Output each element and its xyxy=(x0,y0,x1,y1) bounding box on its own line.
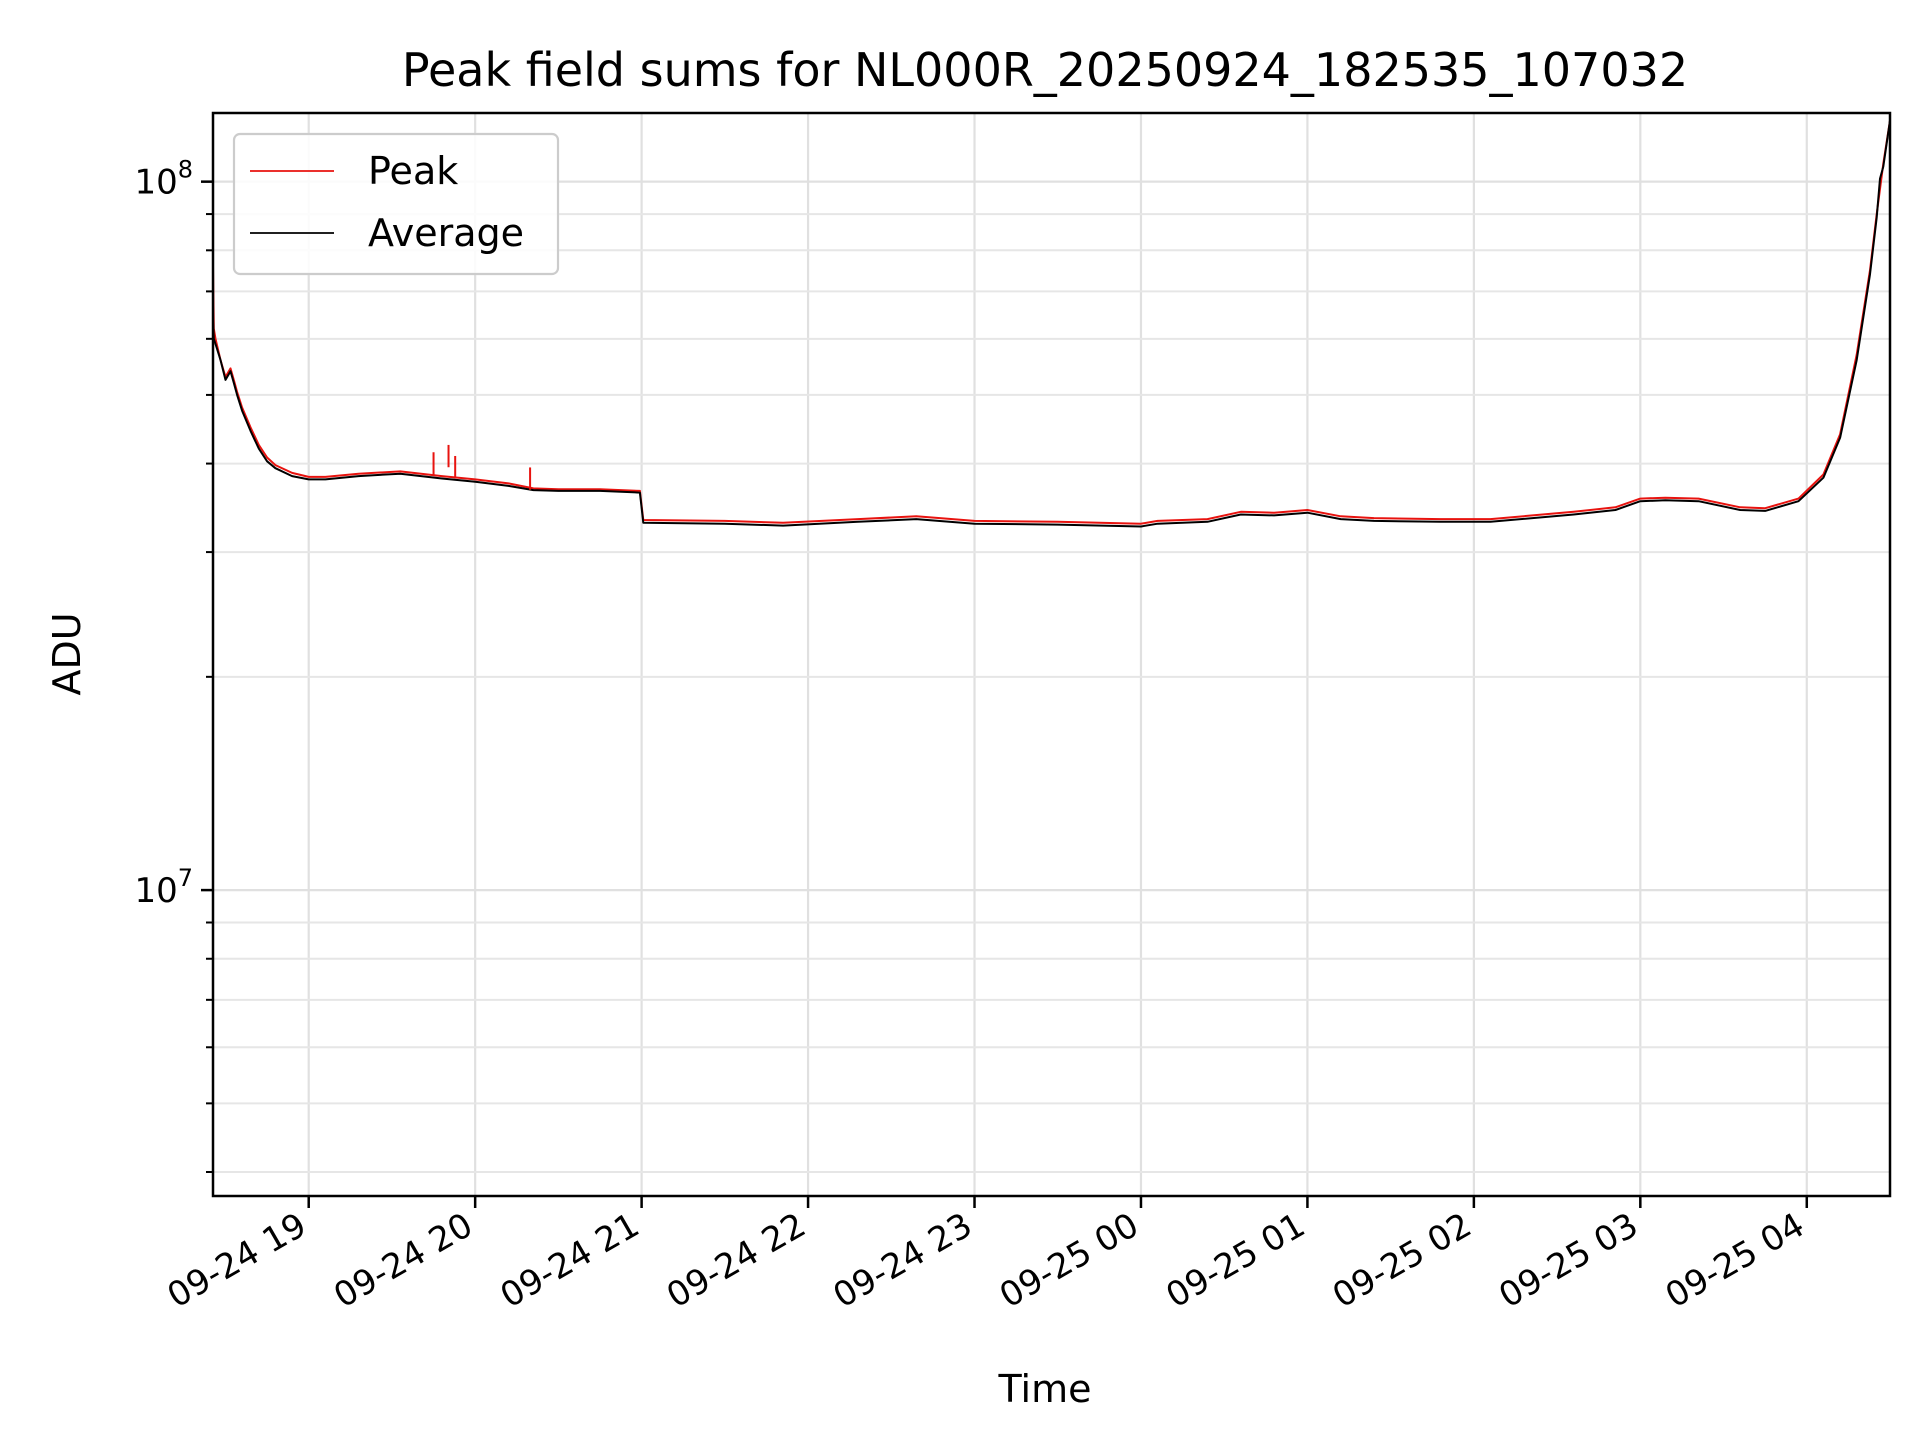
x-tick-label: 09-24 22 xyxy=(660,1205,812,1316)
y-axis-label: ADU xyxy=(45,612,89,695)
x-tick-label: 09-24 20 xyxy=(327,1205,479,1316)
chart-legend: Peak Average xyxy=(232,132,560,276)
series-line-peak xyxy=(212,120,1891,525)
y-tick-exponent: 7 xyxy=(178,864,193,892)
x-tick-label: 09-25 04 xyxy=(1659,1205,1811,1316)
chart-grid xyxy=(213,113,1890,1196)
x-tick-label: 09-25 02 xyxy=(1326,1205,1478,1316)
y-tick-base: 10 xyxy=(134,163,177,203)
y-tick-label: 107 xyxy=(134,864,193,911)
x-axis-label: Time xyxy=(998,1367,1092,1411)
x-tick-label: 09-25 00 xyxy=(993,1205,1145,1316)
series-line-average xyxy=(212,120,1891,528)
y-tick-label: 108 xyxy=(134,156,193,203)
plot-frame xyxy=(211,111,1892,1198)
y-tick-base: 10 xyxy=(134,871,177,911)
x-tick-label: 09-24 21 xyxy=(494,1205,646,1316)
x-tick-label: 09-24 19 xyxy=(161,1205,313,1316)
legend-box xyxy=(232,132,560,276)
x-tick-label: 09-25 03 xyxy=(1492,1205,1644,1316)
y-tick-exponent: 8 xyxy=(178,156,193,184)
x-tick-label: 09-24 23 xyxy=(827,1205,979,1316)
plot-series xyxy=(212,120,1891,528)
legend-label-peak: Peak xyxy=(368,149,458,193)
axis-ticks: 09-24 19 09-24 20 09-24 21 09-24 22 09-24 23… xyxy=(134,156,1811,1317)
legend-label-average: Average xyxy=(368,211,524,255)
chart-title: Peak field sums for NL000R_20250924_1825… xyxy=(402,43,1688,97)
x-tick-label: 09-25 01 xyxy=(1160,1205,1312,1316)
